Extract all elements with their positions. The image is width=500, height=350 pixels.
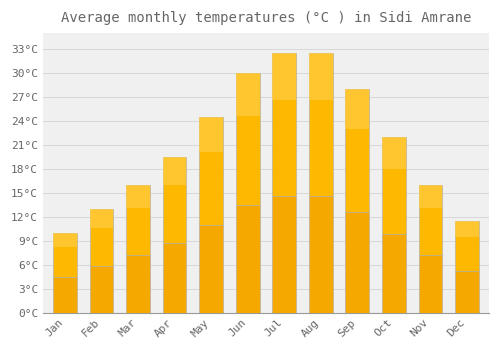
Bar <box>199 225 223 313</box>
Bar <box>126 185 150 255</box>
Bar <box>272 53 296 100</box>
Bar <box>53 233 77 247</box>
Bar <box>90 209 114 228</box>
Bar <box>418 255 442 313</box>
Bar <box>455 271 479 313</box>
Bar <box>236 73 260 116</box>
Bar <box>162 243 186 313</box>
Bar <box>126 185 150 208</box>
Bar <box>382 137 406 233</box>
Bar <box>418 185 442 208</box>
Bar <box>382 137 406 169</box>
Bar <box>309 53 332 100</box>
Bar <box>455 221 479 237</box>
Bar <box>53 233 77 277</box>
Bar <box>162 157 186 185</box>
Bar <box>346 89 369 212</box>
Bar <box>382 233 406 313</box>
Title: Average monthly temperatures (°C ) in Sidi Amrane: Average monthly temperatures (°C ) in Si… <box>60 11 471 25</box>
Bar <box>309 196 332 313</box>
Bar <box>90 209 114 266</box>
Bar <box>199 117 223 225</box>
Bar <box>272 53 296 196</box>
Bar <box>90 266 114 313</box>
Bar <box>272 196 296 313</box>
Bar <box>199 117 223 152</box>
Bar <box>236 205 260 313</box>
Bar <box>162 157 186 243</box>
Bar <box>418 185 442 255</box>
Bar <box>455 221 479 271</box>
Bar <box>236 73 260 205</box>
Bar <box>126 255 150 313</box>
Bar <box>346 212 369 313</box>
Bar <box>53 277 77 313</box>
Bar <box>346 89 369 130</box>
Bar <box>309 53 332 196</box>
